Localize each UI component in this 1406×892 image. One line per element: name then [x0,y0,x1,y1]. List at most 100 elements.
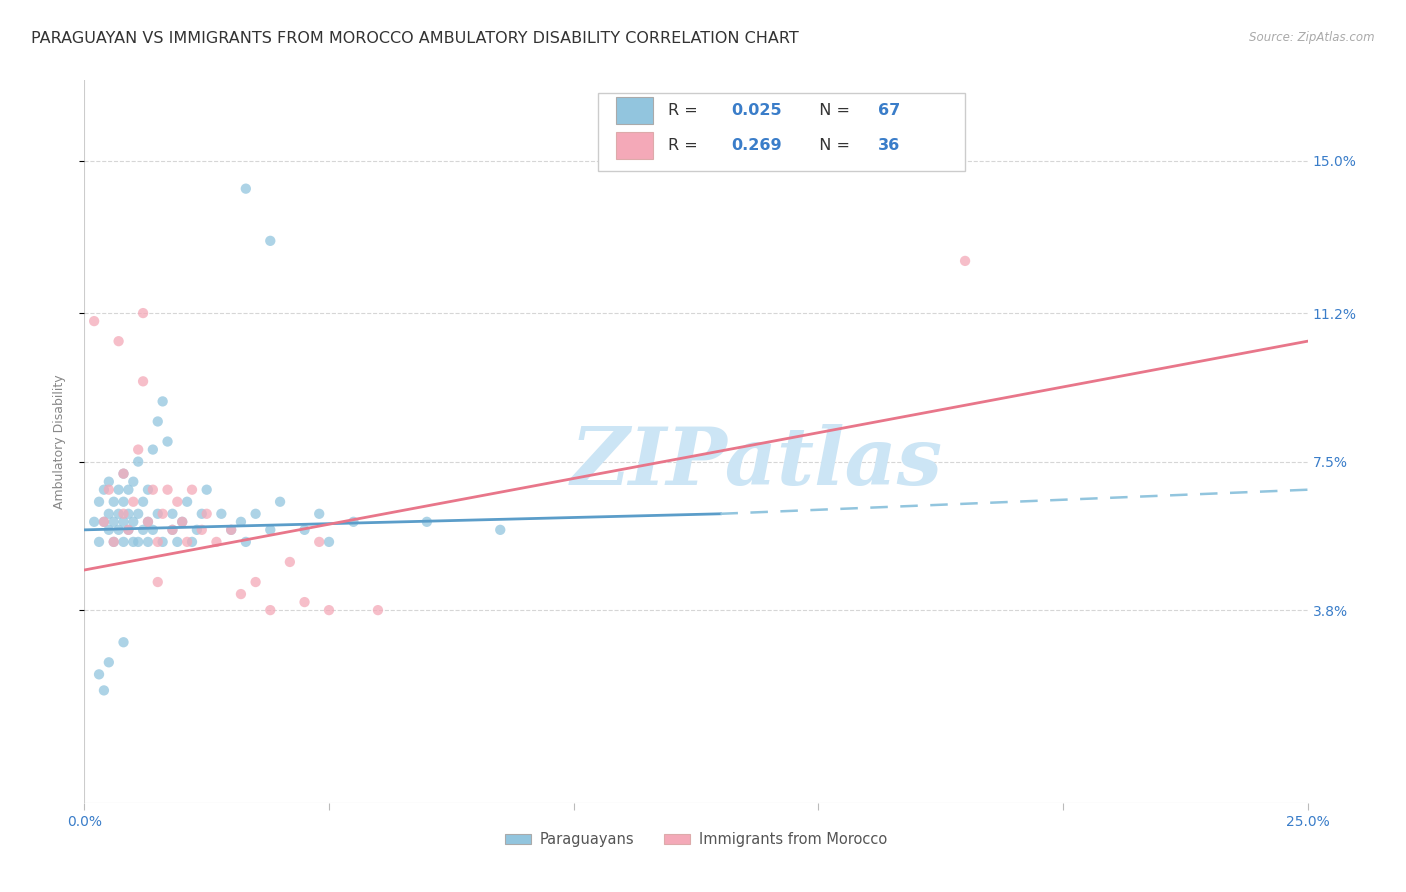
Point [172,515,194,529]
Point [117,483,139,497]
Point [103,535,125,549]
Point [136,515,159,529]
Point [146,414,169,429]
Point [191,507,214,521]
Point [83,314,105,328]
Point [122,515,145,529]
Point [83,515,105,529]
Point [142,523,165,537]
Text: PARAGUAYAN VS IMMIGRANTS FROM MOROCCO AMBULATORY DISABILITY CORRELATION CHART: PARAGUAYAN VS IMMIGRANTS FROM MOROCCO AM… [31,31,799,46]
Point [156,483,179,497]
Point [136,483,159,497]
FancyBboxPatch shape [598,93,965,170]
Text: R =: R = [668,103,703,118]
Point [97,655,120,669]
Text: R =: R = [668,137,703,153]
Point [93,515,115,529]
Point [229,515,252,529]
Point [294,523,316,537]
Text: 36: 36 [879,137,900,153]
Point [117,523,139,537]
Point [97,483,120,497]
Point [112,507,135,521]
Point [181,483,204,497]
Point [152,507,174,521]
Point [166,535,188,549]
Text: 0.269: 0.269 [731,137,782,153]
Point [127,455,149,469]
Point [162,507,184,521]
Point [132,523,155,537]
Point [93,515,115,529]
Text: N =: N = [808,103,855,118]
Point [112,494,135,508]
Point [308,507,330,521]
Point [142,442,165,457]
Point [146,575,169,590]
Point [107,483,129,497]
Point [87,535,110,549]
Point [235,535,257,549]
Point [152,535,174,549]
Point [219,523,242,537]
Point [219,523,242,537]
Point [87,494,110,508]
FancyBboxPatch shape [616,97,654,124]
Point [235,182,257,196]
Point [186,523,208,537]
Point [136,515,159,529]
Text: ZIPatlas: ZIPatlas [571,425,943,502]
Point [132,494,155,508]
Point [195,507,218,521]
Text: Source: ZipAtlas.com: Source: ZipAtlas.com [1250,31,1375,45]
Point [259,523,281,537]
Point [318,603,340,617]
Legend: Paraguayans, Immigrants from Morocco: Paraguayans, Immigrants from Morocco [499,827,893,854]
Point [181,535,204,549]
Point [132,375,155,389]
Point [259,234,281,248]
Point [209,507,232,521]
Point [245,507,267,521]
Point [156,434,179,449]
Point [107,523,129,537]
Point [245,575,267,590]
Point [191,523,214,537]
Point [107,334,129,349]
Point [308,535,330,549]
Text: N =: N = [808,137,855,153]
Text: 0.025: 0.025 [731,103,782,118]
Point [112,515,135,529]
Point [176,494,198,508]
Point [269,494,291,508]
Point [127,535,149,549]
Point [97,475,120,489]
Point [122,494,145,508]
Text: 67: 67 [879,103,900,118]
Point [103,515,125,529]
Point [97,523,120,537]
Point [122,535,145,549]
Y-axis label: Ambulatory Disability: Ambulatory Disability [53,375,66,508]
Point [146,507,169,521]
Point [229,587,252,601]
Point [97,507,120,521]
Point [112,635,135,649]
Point [278,555,301,569]
Point [146,535,169,549]
Point [93,483,115,497]
Point [294,595,316,609]
Point [162,523,184,537]
Point [489,523,512,537]
Point [205,535,228,549]
Point [162,523,184,537]
Point [342,515,364,529]
Point [367,603,389,617]
Point [117,523,139,537]
Point [93,683,115,698]
Point [112,535,135,549]
Point [136,535,159,549]
Point [87,667,110,681]
Point [318,535,340,549]
Point [112,467,135,481]
